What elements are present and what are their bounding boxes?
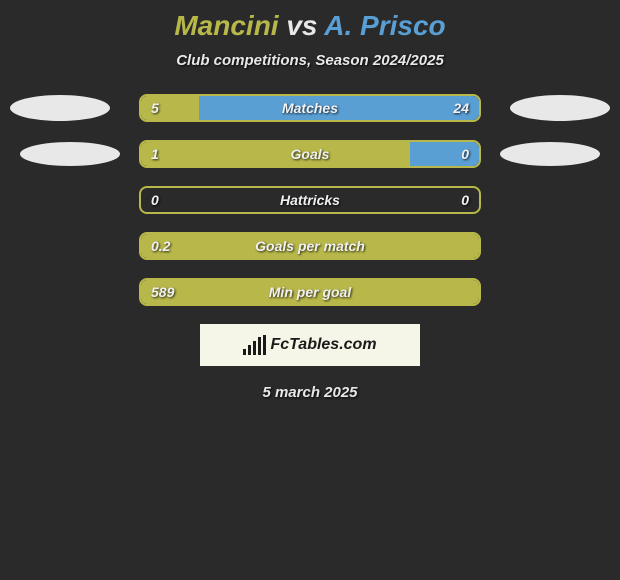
stat-row-goals-per-match: 0.2 Goals per match <box>0 232 620 260</box>
stat-value-left: 0.2 <box>151 238 170 254</box>
stat-label: Goals per match <box>255 238 365 254</box>
stat-value-right: 24 <box>453 100 469 116</box>
stat-value-left: 1 <box>151 146 159 162</box>
stat-row-hattricks: 0 Hattricks 0 <box>0 186 620 214</box>
stat-value-right: 0 <box>461 192 469 208</box>
stat-row-goals: 1 Goals 0 <box>0 140 620 168</box>
bar-right-fill <box>199 96 479 120</box>
logo-text: FcTables.com <box>270 336 376 354</box>
logo-chart-icon <box>243 335 266 355</box>
stat-bar: 0 Hattricks 0 <box>139 186 481 214</box>
player1-badge-ellipse <box>20 142 120 166</box>
stat-label: Matches <box>282 100 338 116</box>
date: 5 march 2025 <box>0 384 620 401</box>
stat-value-left: 589 <box>151 284 174 300</box>
player2-badge-ellipse <box>500 142 600 166</box>
subtitle: Club competitions, Season 2024/2025 <box>0 52 620 69</box>
stat-bar: 1 Goals 0 <box>139 140 481 168</box>
player1-badge-ellipse <box>10 95 110 121</box>
comparison-infographic: Mancini vs A. Prisco Club competitions, … <box>0 0 620 580</box>
title: Mancini vs A. Prisco <box>0 0 620 42</box>
player2-badge-ellipse <box>510 95 610 121</box>
bar-left-fill <box>141 96 199 120</box>
player2-name: A. Prisco <box>324 10 445 41</box>
bar-left-fill <box>141 142 410 166</box>
stat-label: Hattricks <box>280 192 340 208</box>
stats-area: 5 Matches 24 1 Goals 0 0 Hattricks 0 <box>0 94 620 306</box>
stat-row-min-per-goal: 589 Min per goal <box>0 278 620 306</box>
stat-value-left: 5 <box>151 100 159 116</box>
vs-text: vs <box>286 10 317 41</box>
stat-bar: 0.2 Goals per match <box>139 232 481 260</box>
stat-bar: 589 Min per goal <box>139 278 481 306</box>
stat-bar: 5 Matches 24 <box>139 94 481 122</box>
stat-value-left: 0 <box>151 192 159 208</box>
stat-label: Goals <box>291 146 330 162</box>
stat-row-matches: 5 Matches 24 <box>0 94 620 122</box>
player1-name: Mancini <box>174 10 278 41</box>
stat-value-right: 0 <box>461 146 469 162</box>
stat-label: Min per goal <box>269 284 351 300</box>
fctables-logo: FcTables.com <box>200 324 420 366</box>
